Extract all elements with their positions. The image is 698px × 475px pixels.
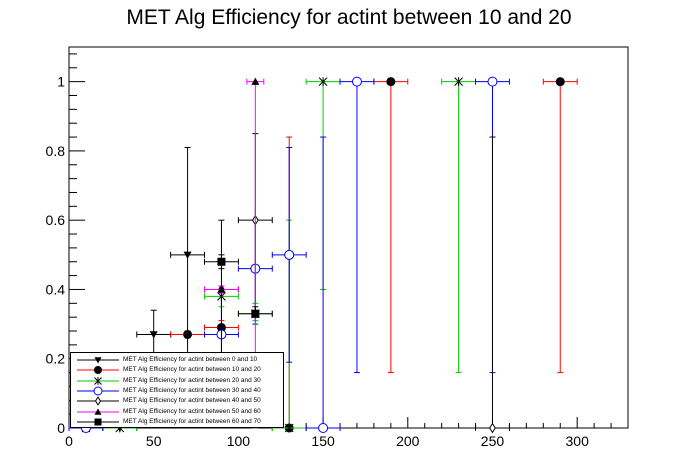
legend-marker [93, 386, 103, 396]
legend-entry: MET Alg Efficiency for actint between 0 … [71, 355, 283, 365]
legend-swatch [77, 357, 119, 364]
data-point [318, 77, 328, 87]
x-tick-label: 200 [396, 433, 420, 449]
chart-title: MET Alg Efficiency for actint between 10… [126, 6, 572, 29]
x-tick-label: 100 [227, 433, 251, 449]
x-tick-label: 50 [146, 433, 162, 449]
data-point [183, 251, 192, 259]
y-tick-label: 0.6 [46, 212, 66, 228]
data-point [251, 77, 260, 85]
data-point [284, 423, 294, 433]
legend-swatch [77, 386, 119, 396]
data-point [351, 76, 362, 87]
legend-label: MET Alg Efficiency for actint between 40… [123, 397, 261, 405]
legend-entry: MET Alg Efficiency for actint between 10… [71, 365, 283, 375]
legend-entry: MET Alg Efficiency for actint between 60… [71, 417, 283, 427]
x-tick-label: 300 [566, 433, 590, 449]
legend-swatch [77, 376, 119, 385]
data-point [386, 77, 396, 87]
data-point [149, 331, 158, 339]
chart-legend: MET Alg Efficiency for actint between 0 … [70, 352, 284, 428]
data-point [183, 329, 193, 339]
y-tick-label: 0.4 [46, 281, 66, 297]
data-point [555, 77, 565, 87]
legend-marker [94, 418, 102, 426]
legend-swatch [77, 366, 119, 375]
plot-frame [68, 46, 629, 429]
data-point [318, 423, 329, 433]
legend-marker [94, 408, 102, 415]
legend-marker [94, 366, 102, 375]
legend-marker [94, 357, 102, 364]
data-point [487, 76, 498, 87]
legend-label: MET Alg Efficiency for actint between 0 … [123, 356, 258, 363]
legend-swatch [77, 396, 119, 406]
legend-label: MET Alg Efficiency for actint between 30… [123, 386, 261, 394]
y-tick-label: 1 [57, 74, 65, 90]
data-point [489, 422, 496, 434]
legend-marker [94, 396, 102, 406]
y-tick-label: 0.2 [46, 351, 66, 367]
legend-label: MET Alg Efficiency for actint between 60… [123, 417, 261, 425]
legend-label: MET Alg Efficiency for actint between 20… [123, 376, 261, 384]
legend-entry: MET Alg Efficiency for actint between 40… [71, 396, 283, 406]
data-point [217, 285, 226, 293]
legend-entry: MET Alg Efficiency for actint between 20… [71, 376, 283, 386]
data-point [251, 309, 260, 318]
legend-swatch [77, 408, 119, 415]
x-tick-label: 0 [65, 433, 73, 449]
y-tick-label: 0 [57, 420, 65, 436]
legend-marker [94, 376, 102, 385]
x-tick-label: 250 [481, 433, 505, 449]
legend-swatch [77, 418, 119, 426]
legend-label: MET Alg Efficiency for actint between 50… [123, 407, 261, 415]
data-point [217, 257, 226, 266]
series-7 [204, 254, 273, 318]
legend-label: MET Alg Efficiency for actint between 10… [123, 366, 261, 374]
data-point [454, 77, 463, 87]
series-4 [68, 76, 510, 433]
x-tick-label: 150 [311, 433, 335, 449]
legend-entry: MET Alg Efficiency for actint between 30… [71, 386, 283, 396]
y-tick-label: 0.8 [46, 143, 66, 159]
legend-entry: MET Alg Efficiency for actint between 50… [71, 407, 283, 417]
data-point [284, 249, 295, 260]
